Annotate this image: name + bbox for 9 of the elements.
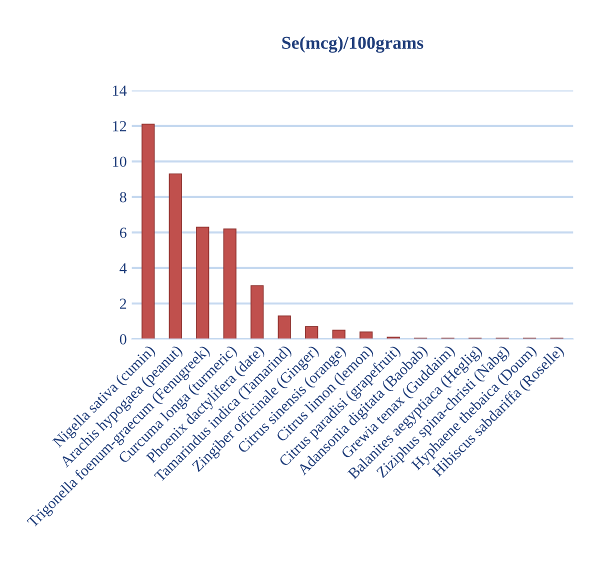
y-tick-label: 10: [113, 156, 126, 167]
y-tick-label: 0: [120, 334, 126, 344]
y-tick-label: 8: [120, 192, 126, 202]
y-tick-label: 4: [120, 263, 127, 274]
chart-title: Se(mcg)/100grams: [282, 36, 424, 53]
y-tick-label: 6: [120, 228, 126, 238]
y-tick-label: 14: [113, 86, 127, 96]
y-tick-label: 12: [113, 121, 126, 132]
y-tick-label: 2: [120, 298, 126, 309]
